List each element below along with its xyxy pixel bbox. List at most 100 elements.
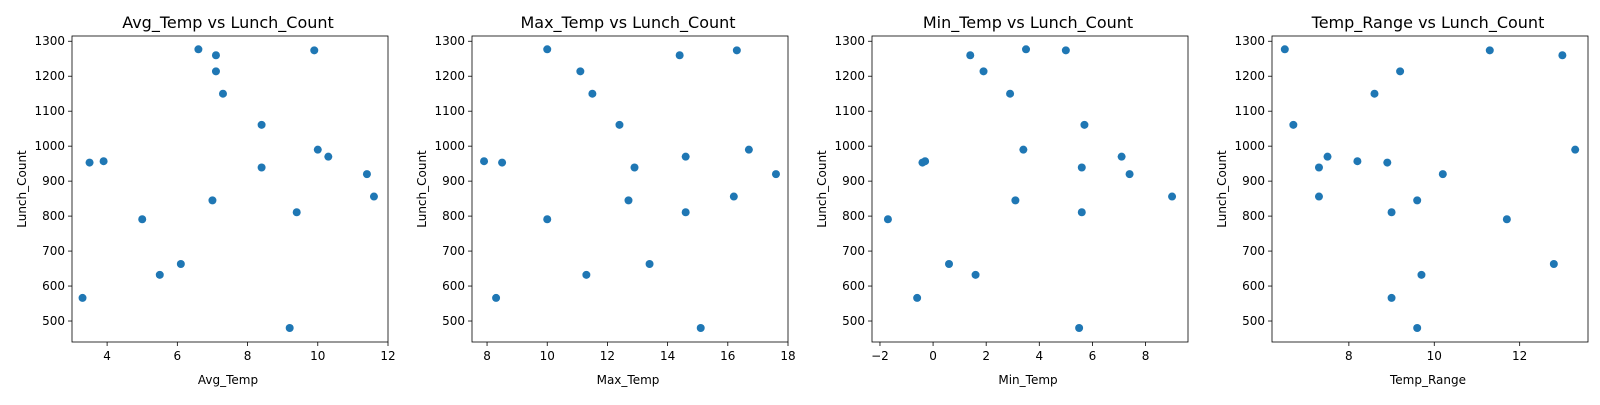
y-tick-label: 1200 [1234, 69, 1265, 83]
chart-title: Avg_Temp vs Lunch_Count [122, 13, 334, 33]
data-point [588, 89, 597, 98]
x-tick-label: 4 [103, 349, 111, 363]
y-tick-label: 600 [442, 279, 465, 293]
data-point [1571, 145, 1580, 154]
y-tick-label: 1200 [34, 69, 65, 83]
data-point [1353, 157, 1362, 166]
data-point [771, 170, 780, 179]
y-tick-label: 1100 [434, 104, 465, 118]
y-tick-label: 900 [42, 174, 65, 188]
axes-frame [1271, 35, 1589, 343]
x-axis-label: Min_Temp [998, 373, 1057, 387]
y-tick-label: 500 [42, 314, 65, 328]
data-point [1370, 89, 1379, 98]
y-axis-label: Lunch_Count [1215, 150, 1229, 228]
data-point [313, 145, 322, 154]
data-point [1077, 163, 1086, 172]
y-tick-label: 900 [1242, 174, 1265, 188]
chart-panel-2: Max_Temp vs Lunch_Count Max_Temp Lunch_C… [415, 13, 796, 387]
data-point [543, 45, 552, 54]
chart-panel-1: Avg_Temp vs Lunch_Count Avg_Temp Lunch_C… [15, 13, 396, 387]
y-tick-label: 500 [1242, 314, 1265, 328]
data-point [582, 270, 591, 279]
data-point [1075, 324, 1084, 333]
data-point [369, 192, 378, 201]
x-tick-label: 8 [1142, 349, 1150, 363]
data-point [681, 152, 690, 161]
x-axis-label: Avg_Temp [198, 373, 258, 387]
data-point [1011, 196, 1020, 205]
data-point [1061, 46, 1070, 55]
y-tick-label: 1300 [834, 34, 865, 48]
data-point [1314, 192, 1323, 201]
data-point [85, 158, 94, 167]
data-point [176, 260, 185, 269]
y-axis-label: Lunch_Count [415, 150, 429, 228]
chart-panel-3: Min_Temp vs Lunch_Count Min_Temp Lunch_C… [815, 13, 1189, 387]
y-tick-label: 700 [442, 244, 465, 258]
x-tick-label: 10 [540, 349, 555, 363]
data-point [492, 293, 501, 302]
y-tick-label: 900 [842, 174, 865, 188]
x-tick-label: 12 [380, 349, 395, 363]
y-tick-label: 1000 [834, 139, 865, 153]
data-point [1080, 120, 1089, 129]
x-tick-label: 8 [1345, 349, 1353, 363]
data-point [1168, 192, 1177, 201]
data-point [966, 51, 975, 60]
axes-frame [71, 35, 389, 343]
data-point [257, 120, 266, 129]
y-tick-label: 1100 [34, 104, 65, 118]
chart-title: Min_Temp vs Lunch_Count [923, 13, 1133, 33]
x-tick-label: 6 [1089, 349, 1097, 363]
data-point [1417, 270, 1426, 279]
x-tick-label: 18 [780, 349, 795, 363]
data-point [1485, 46, 1494, 55]
data-point [285, 324, 294, 333]
data-point [208, 196, 217, 205]
y-tick-label: 1200 [434, 69, 465, 83]
data-point [194, 45, 203, 54]
data-point [744, 145, 753, 154]
data-point [211, 67, 220, 76]
data-point [1289, 120, 1298, 129]
data-point [543, 215, 552, 224]
y-tick-label: 1300 [34, 34, 65, 48]
data-point [624, 196, 633, 205]
axes-frame [871, 35, 1189, 343]
y-tick-label: 500 [442, 314, 465, 328]
data-point [362, 170, 371, 179]
data-point [675, 51, 684, 60]
data-point [921, 157, 930, 166]
data-point [971, 270, 980, 279]
x-axis-label: Temp_Range [1389, 373, 1466, 387]
y-tick-label: 1000 [1234, 139, 1265, 153]
data-point [138, 215, 147, 224]
data-point [732, 46, 741, 55]
data-point [576, 67, 585, 76]
data-point [498, 158, 507, 167]
y-tick-label: 600 [42, 279, 65, 293]
x-tick-label: 14 [660, 349, 675, 363]
data-point [1438, 170, 1447, 179]
y-tick-label: 700 [842, 244, 865, 258]
data-point [1502, 215, 1511, 224]
x-tick-label: 12 [600, 349, 615, 363]
data-point [1558, 51, 1567, 60]
x-axis-label: Max_Temp [597, 373, 660, 387]
data-point [696, 324, 705, 333]
data-point [1077, 208, 1086, 217]
y-tick-label: 800 [842, 209, 865, 223]
y-axis-label: Lunch_Count [15, 150, 29, 228]
data-point [1413, 196, 1422, 205]
x-tick-label: 4 [1035, 349, 1043, 363]
data-point [883, 215, 892, 224]
data-point [218, 89, 227, 98]
x-tick-label: 10 [310, 349, 325, 363]
y-axis-label: Lunch_Count [815, 150, 829, 228]
chart-title: Max_Temp vs Lunch_Count [520, 13, 735, 33]
data-point [645, 260, 654, 269]
data-point [324, 152, 333, 161]
